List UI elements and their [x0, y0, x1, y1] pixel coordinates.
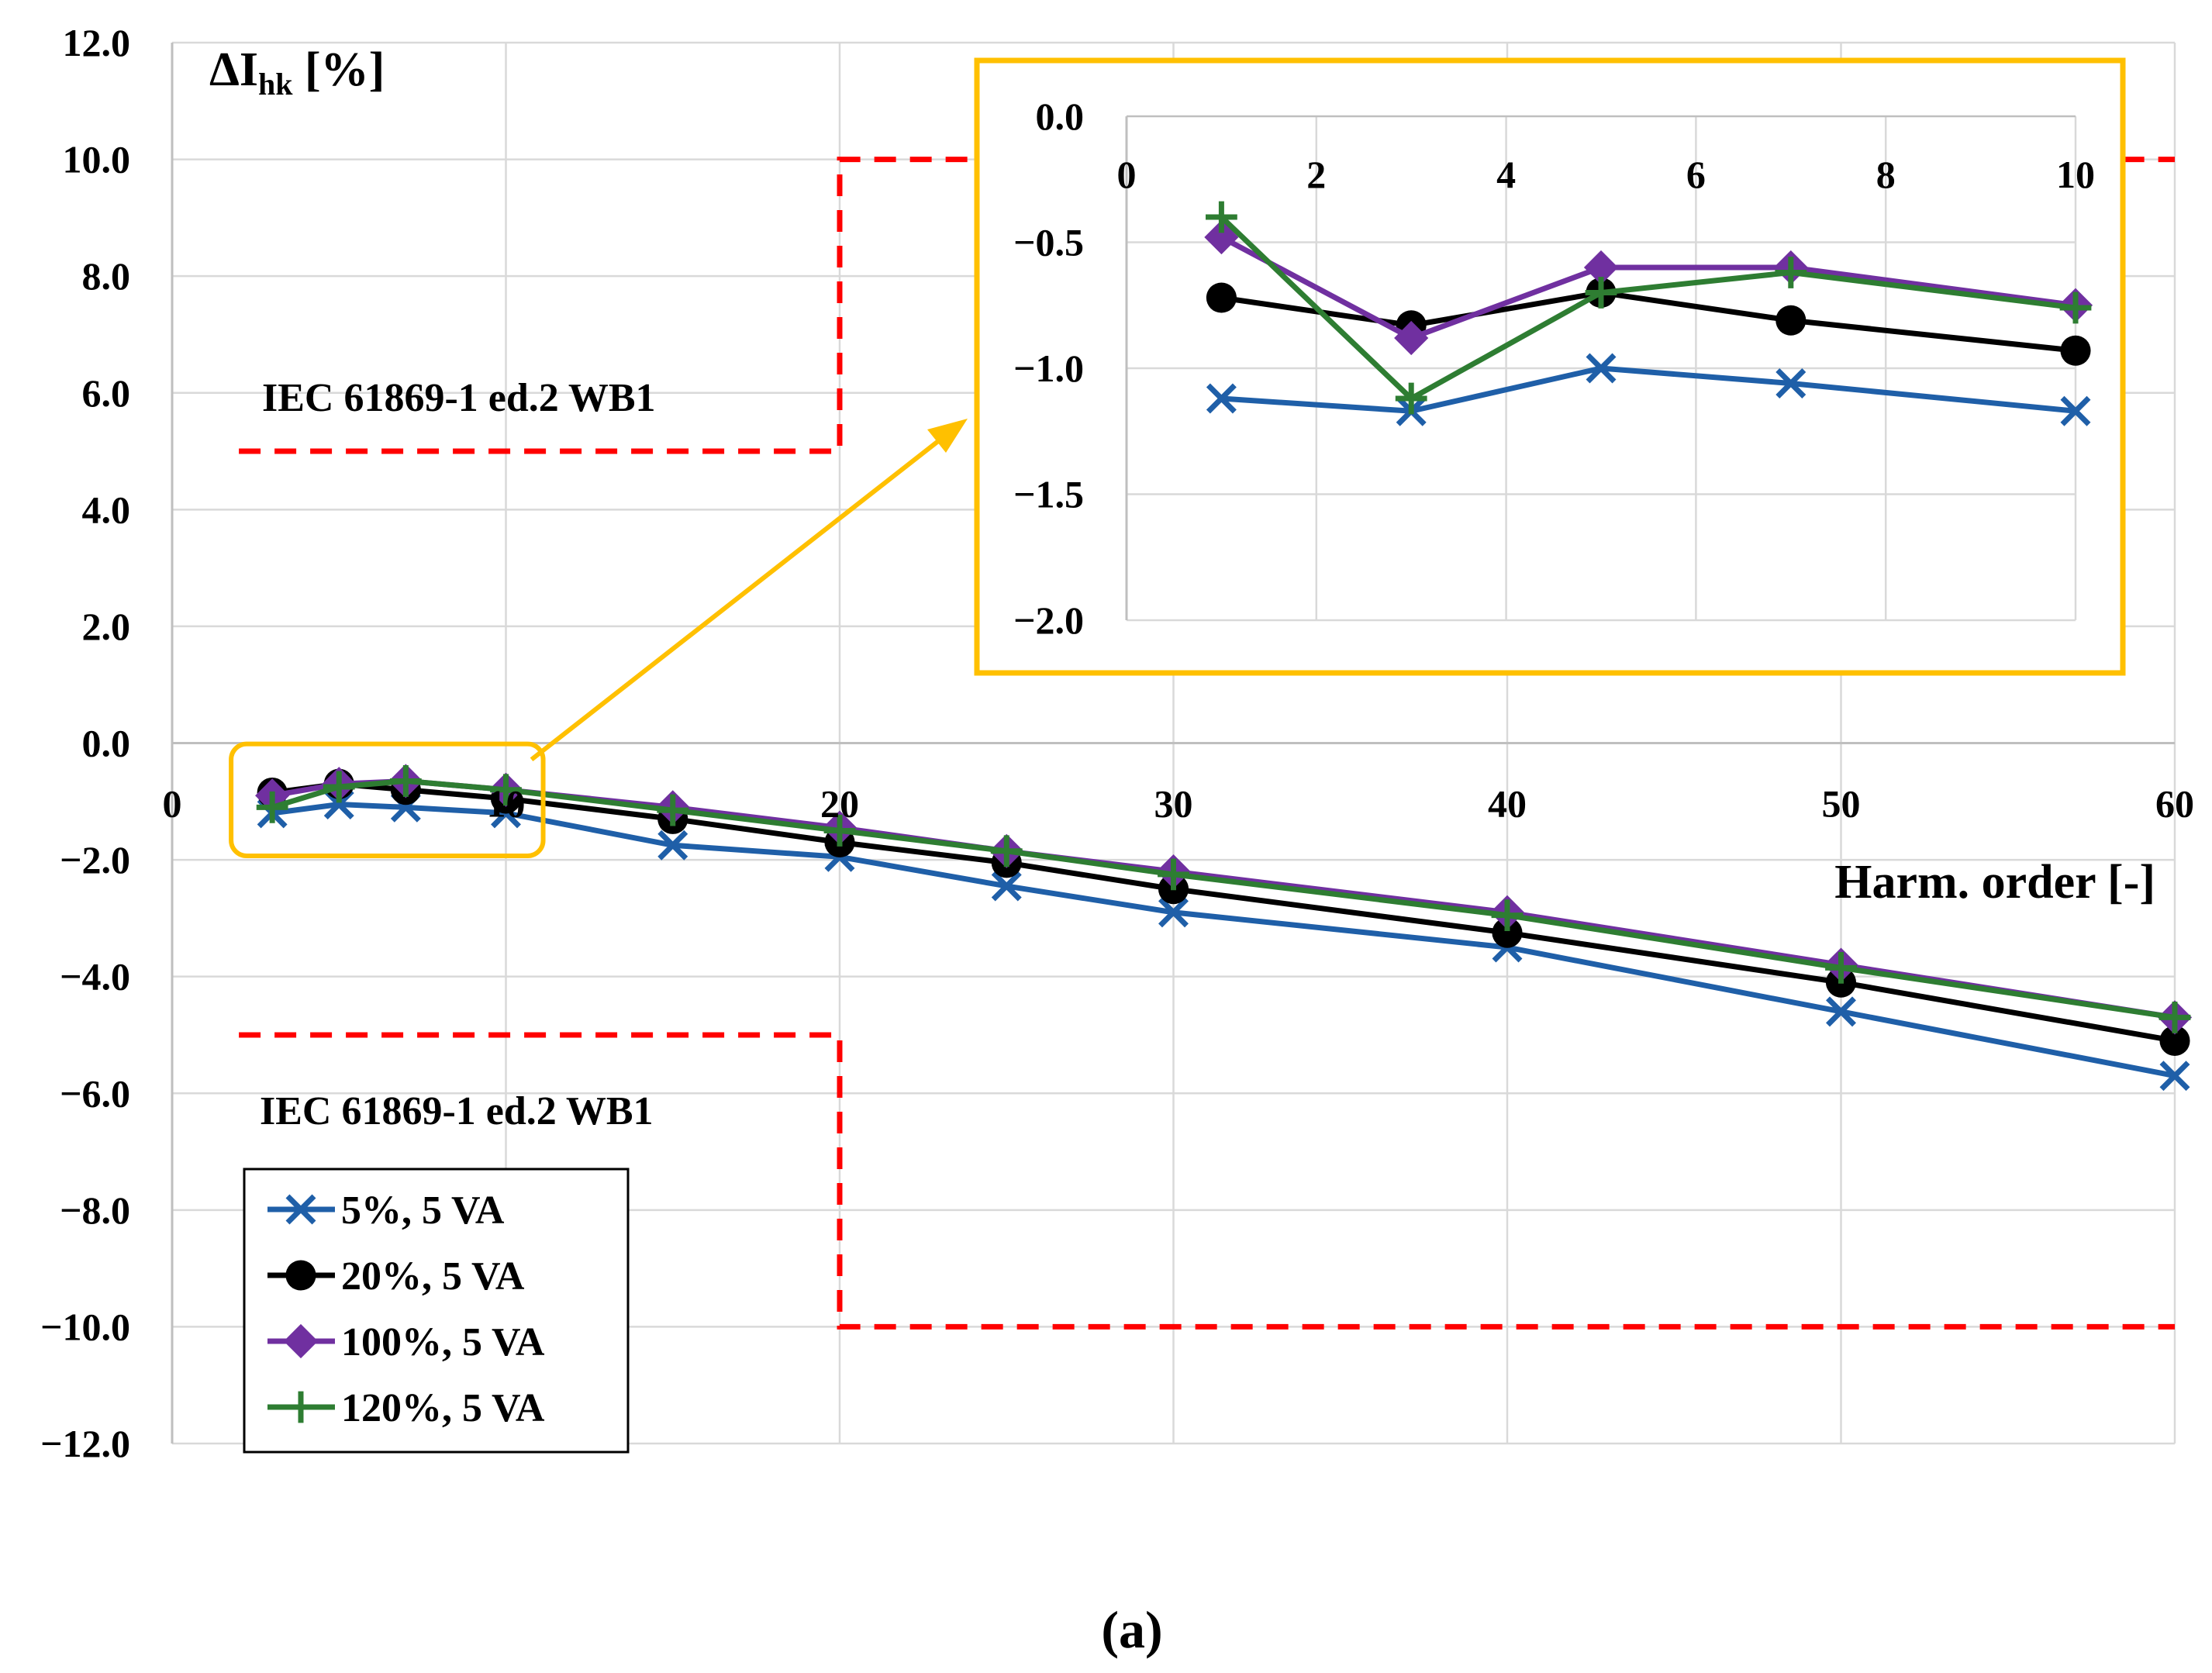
series-point-1 — [1492, 917, 1523, 948]
legend-label-20pct: 20%, 5 VA — [341, 1254, 525, 1299]
inset-grid — [1125, 115, 2077, 622]
main-series — [255, 764, 2193, 1092]
series-point-0 — [2159, 1061, 2190, 1092]
legend-label-100pct: 100%, 5 VA — [341, 1320, 545, 1364]
zoom-highlight — [229, 419, 968, 859]
y-tick-label: 12.0 — [63, 21, 131, 64]
series-point-3 — [823, 815, 856, 847]
y-tick-label: −12.0 — [40, 1422, 130, 1465]
inset-series-point-0 — [1586, 353, 1617, 384]
y-axis-label-sub: hk — [258, 67, 293, 102]
legend-label-120pct: 120%, 5 VA — [341, 1386, 545, 1430]
y-tick-label: 10.0 — [63, 138, 131, 181]
y-axis-label-unit: [%] — [293, 43, 385, 96]
limit-label-upper: IEC 61869-1 ed.2 WB1 — [262, 376, 656, 420]
inset-series-point-1 — [1775, 305, 1807, 336]
zoom-arrow-head — [927, 419, 968, 453]
zoom-arrow-line — [530, 428, 954, 762]
figure-caption: (a) — [1101, 1600, 1162, 1659]
inset-y-tick-label: 0.0 — [1036, 95, 1085, 138]
limit-label-lower: IEC 61869-1 ed.2 WB1 — [260, 1089, 654, 1133]
lower-limit-line — [239, 1032, 2175, 1330]
series-point-3 — [490, 774, 522, 806]
legend-marker-2 — [283, 1323, 319, 1359]
legend: 5%, 5 VA 20%, 5 VA 100%, 5 VA 120%, 5 VA — [243, 1168, 630, 1454]
legend-label-5pct: 5%, 5 VA — [341, 1188, 505, 1233]
inset-x-tick-label: 8 — [1876, 153, 1896, 196]
inset-series-point-2 — [1583, 250, 1619, 285]
x-tick-label: 50 — [1822, 782, 1861, 826]
y-tick-label: −4.0 — [60, 955, 130, 999]
y-tick-label: 0.0 — [82, 722, 131, 765]
inset-series-point-3 — [1395, 382, 1427, 415]
series-line-0 — [271, 802, 2176, 1079]
series-point-3 — [1491, 899, 1524, 932]
inset-series-point-3 — [1585, 277, 1617, 309]
y-tick-label: 8.0 — [82, 254, 131, 298]
x-tick-label: 40 — [1488, 782, 1527, 826]
series-point-3 — [1158, 858, 1189, 891]
inset-series-point-0 — [1206, 383, 1237, 414]
x-axis-label: Harm. order [-] — [1834, 856, 2155, 909]
series-point-0 — [1158, 897, 1189, 928]
y-axis-label: ΔIhk [%] — [209, 43, 385, 102]
inset-tick-labels: 0.0 −0.5 −1.0 −1.5 −2.0 0 2 4 6 8 10 — [1013, 95, 2095, 642]
inset-series-point-0 — [1775, 368, 1807, 398]
inset-series — [1204, 201, 2093, 426]
legend-marker-1 — [285, 1260, 316, 1291]
series-point-1 — [2159, 1025, 2190, 1057]
y-tick-label: −2.0 — [60, 838, 130, 881]
x-tick-label: 0 — [163, 782, 182, 826]
inset-x-tick-label: 6 — [1686, 153, 1706, 196]
zoom-box — [229, 741, 546, 859]
x-tick-label: 20 — [820, 782, 859, 826]
inset-y-tick-label: −1.5 — [1013, 473, 1084, 516]
inset-frame — [974, 57, 2126, 676]
series-point-3 — [323, 771, 355, 803]
x-tick-label: 30 — [1154, 782, 1193, 826]
series-point-3 — [256, 791, 288, 823]
inset-x-tick-label: 10 — [2056, 153, 2095, 196]
inset-series-point-1 — [2060, 335, 2091, 366]
series-point-0 — [991, 871, 1022, 902]
series-point-3 — [389, 765, 422, 797]
y-tick-label: 2.0 — [82, 605, 131, 648]
x-tick-label: 10 — [487, 782, 526, 826]
series-point-0 — [657, 830, 688, 861]
upper-limit-line — [239, 157, 2175, 454]
y-axis-label-main: ΔI — [209, 43, 258, 96]
inset-y-tick-label: −2.0 — [1013, 598, 1084, 642]
inset-series-point-3 — [1206, 201, 1237, 233]
inset-series-point-3 — [2059, 291, 2092, 324]
limit-lines — [239, 157, 2175, 1330]
y-tick-label: −6.0 — [60, 1071, 130, 1115]
inset-series-point-2 — [1394, 320, 1429, 356]
x-tick-label: 60 — [2155, 782, 2194, 826]
inset-series-point-1 — [1206, 282, 1237, 313]
series-point-3 — [657, 794, 689, 826]
main-tick-labels: 12.0 10.0 8.0 6.0 4.0 2.0 0.0 −2.0 −4.0 −6.0 −8.0 −… — [40, 21, 2194, 1465]
series-point-0 — [1826, 996, 1856, 1027]
inset-series-point-3 — [1775, 257, 1807, 288]
legend-marker-0 — [285, 1194, 316, 1225]
y-tick-label: 6.0 — [82, 371, 131, 415]
series-point-3 — [990, 835, 1023, 868]
y-tick-label: −8.0 — [60, 1188, 130, 1232]
inset-y-tick-label: −1.0 — [1013, 347, 1084, 390]
inset-x-tick-label: 0 — [1117, 153, 1137, 196]
legend-marker-3 — [285, 1391, 317, 1423]
y-tick-label: 4.0 — [82, 488, 131, 531]
series-point-3 — [1825, 951, 1857, 984]
inset-x-tick-label: 2 — [1306, 153, 1326, 196]
y-tick-label: −10.0 — [40, 1305, 130, 1348]
inset-border — [974, 57, 2126, 676]
inset-y-tick-label: −0.5 — [1013, 221, 1084, 264]
series-point-3 — [2159, 1001, 2191, 1033]
inset-x-tick-label: 4 — [1496, 153, 1516, 196]
inset-series-point-0 — [2060, 395, 2091, 426]
